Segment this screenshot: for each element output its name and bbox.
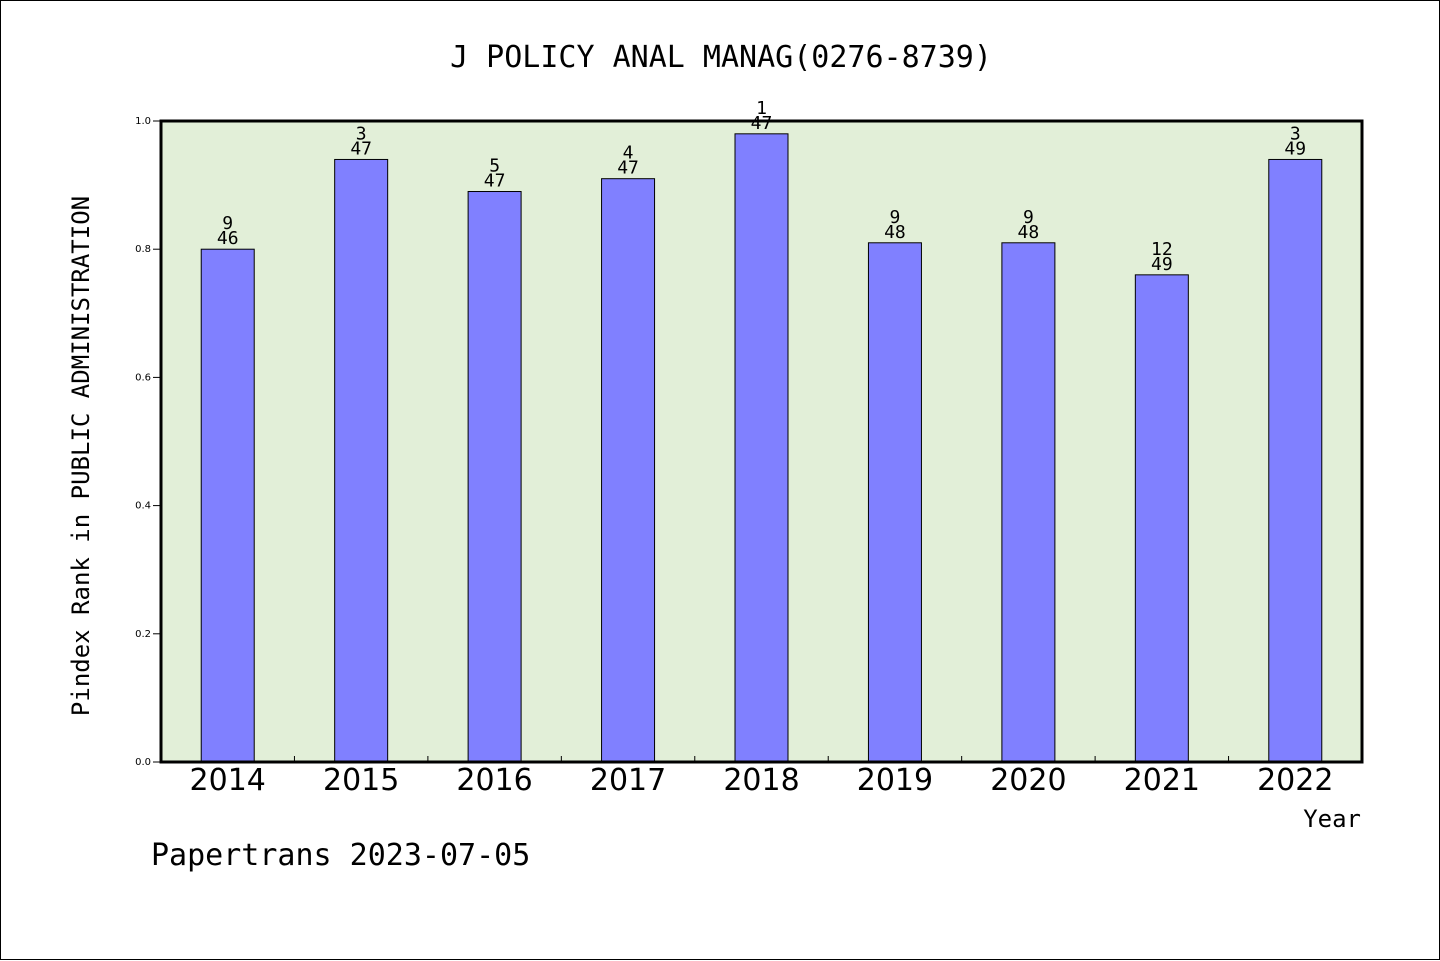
bar-2021	[1134, 274, 1189, 763]
y-tick-label: 0.0	[135, 757, 151, 768]
bar-2019	[867, 242, 922, 763]
x-axis: 2014 2015 2016 2017 2018 2019 2020 2021 2022	[190, 756, 1333, 798]
rank-label-2016: 5	[489, 156, 500, 177]
total-label-2021: 49	[1151, 254, 1173, 275]
x-tick-label-2014: 2014	[190, 763, 266, 798]
rank-label-2019: 9	[890, 207, 901, 228]
bar-2017	[601, 178, 656, 763]
x-tick-label-2015: 2015	[323, 763, 399, 798]
rank-label-2022: 3	[1290, 123, 1301, 144]
y-tick-label: 0.2	[135, 629, 151, 640]
y-axis-label: Pindex Rank in PUBLIC ADMINISTRATION	[67, 196, 95, 716]
x-tick-label-2016: 2016	[456, 763, 532, 798]
rank-label-2015: 3	[356, 123, 367, 144]
total-label-2022: 49	[1284, 138, 1306, 159]
bar-2018	[734, 133, 789, 763]
rank-label-2014: 9	[222, 213, 233, 234]
x-tick-label-2018: 2018	[723, 763, 799, 798]
rank-label-2021: 12	[1151, 239, 1173, 260]
chart-title: J POLICY ANAL MANAG(0276-8739)	[450, 40, 992, 75]
total-label-2017: 47	[617, 158, 639, 179]
bar-2014	[200, 248, 255, 763]
total-label-2016: 47	[484, 171, 506, 192]
bar-2015	[334, 158, 389, 763]
footer-credit: Papertrans 2023-07-05	[151, 838, 530, 873]
rank-label-2018: 1	[756, 98, 767, 119]
y-tick-label: 0.4	[135, 501, 151, 512]
x-tick-label-2021: 2021	[1124, 763, 1200, 798]
x-tick-label-2022: 2022	[1257, 763, 1333, 798]
y-tick-label: 1.0	[135, 116, 151, 127]
x-tick-label-2017: 2017	[590, 763, 666, 798]
total-label-2018: 47	[751, 113, 773, 134]
total-label-2019: 48	[884, 222, 906, 243]
x-tick-label-2019: 2019	[857, 763, 933, 798]
x-axis-label: Year	[1303, 805, 1361, 833]
plot-border	[159, 119, 1364, 764]
y-axis: 0.0 0.2 0.4 0.6 0.8 1.0	[135, 116, 161, 768]
bar-2016	[467, 191, 522, 763]
rank-label-2017: 4	[623, 143, 634, 164]
bar-2022	[1268, 158, 1323, 763]
y-tick-label: 0.6	[135, 372, 151, 383]
y-tick-label: 0.8	[135, 244, 151, 255]
rank-label-2020: 9	[1023, 207, 1034, 228]
bar-2020	[1001, 242, 1056, 763]
total-label-2020: 48	[1018, 222, 1040, 243]
x-tick-label-2020: 2020	[990, 763, 1066, 798]
total-label-2015: 47	[350, 138, 372, 159]
total-label-2014: 46	[217, 228, 239, 249]
